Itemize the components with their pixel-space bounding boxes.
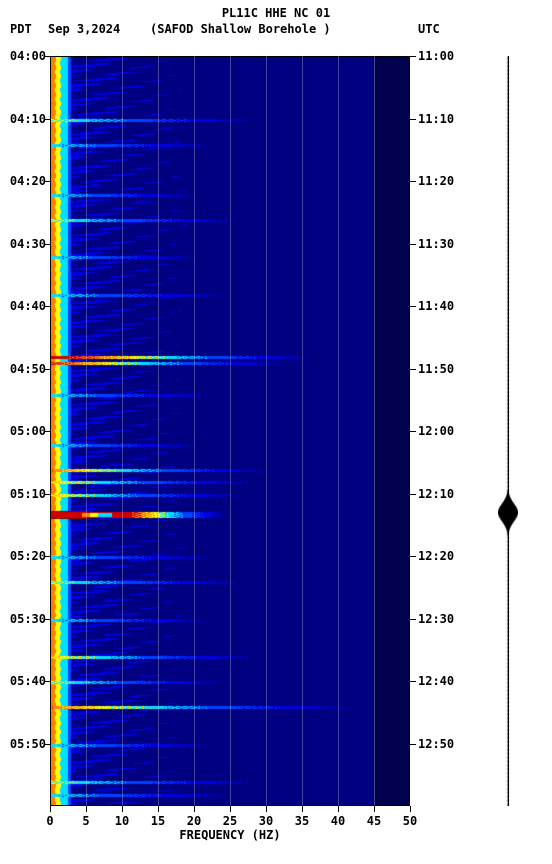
ytick-right: 11:00 — [418, 49, 462, 63]
xtick: 50 — [403, 814, 417, 828]
waveform-canvas — [498, 56, 518, 806]
ytick-right: 12:20 — [418, 549, 462, 563]
x-axis-label: FREQUENCY (HZ) — [50, 828, 410, 842]
ytick-left: 04:50 — [2, 362, 46, 376]
ytick-left: 05:00 — [2, 424, 46, 438]
xtick: 0 — [46, 814, 53, 828]
ytick-left: 04:30 — [2, 237, 46, 251]
ytick-left: 05:10 — [2, 487, 46, 501]
pdt-label: PDT — [10, 22, 32, 36]
ytick-left: 05:20 — [2, 549, 46, 563]
ytick-right: 12:00 — [418, 424, 462, 438]
spectrogram-plot — [50, 56, 410, 806]
ytick-left: 04:40 — [2, 299, 46, 313]
xtick: 5 — [82, 814, 89, 828]
xtick: 35 — [295, 814, 309, 828]
ytick-left: 05:50 — [2, 737, 46, 751]
xtick: 40 — [331, 814, 345, 828]
ytick-left: 05:30 — [2, 612, 46, 626]
ytick-right: 11:10 — [418, 112, 462, 126]
ytick-right: 11:50 — [418, 362, 462, 376]
ytick-right: 12:40 — [418, 674, 462, 688]
xtick: 10 — [115, 814, 129, 828]
ytick-right: 12:30 — [418, 612, 462, 626]
ytick-right: 11:20 — [418, 174, 462, 188]
xtick: 15 — [151, 814, 165, 828]
ytick-right: 11:40 — [418, 299, 462, 313]
ytick-right: 12:10 — [418, 487, 462, 501]
date-label: Sep 3,2024 — [48, 22, 120, 36]
xtick: 45 — [367, 814, 381, 828]
ytick-right: 12:50 — [418, 737, 462, 751]
xtick: 25 — [223, 814, 237, 828]
ytick-left: 04:20 — [2, 174, 46, 188]
ytick-right: 11:30 — [418, 237, 462, 251]
ytick-left: 05:40 — [2, 674, 46, 688]
utc-label: UTC — [418, 22, 440, 36]
ytick-left: 04:00 — [2, 49, 46, 63]
xtick: 30 — [259, 814, 273, 828]
header-title: PL11C HHE NC 01 — [0, 6, 552, 20]
station-label: (SAFOD Shallow Borehole ) — [150, 22, 331, 36]
ytick-left: 04:10 — [2, 112, 46, 126]
xtick: 20 — [187, 814, 201, 828]
waveform-plot — [498, 56, 518, 806]
